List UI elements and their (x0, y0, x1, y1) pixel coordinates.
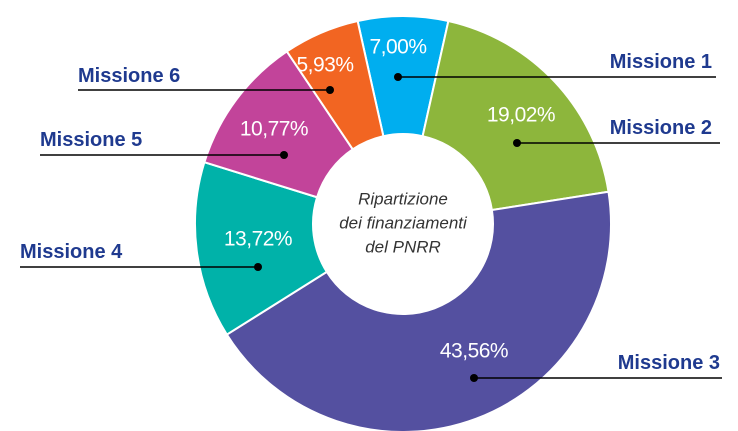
leader-dot (470, 374, 478, 382)
center-label: del PNRR (365, 237, 441, 256)
category-label: Missione 6 (78, 65, 180, 87)
value-label: 5,93% (296, 54, 353, 77)
center-label: dei finanziamenti (339, 213, 468, 232)
value-label: 10,77% (240, 118, 308, 141)
category-label: Missione 1 (610, 51, 712, 73)
donut-segment (285, 19, 385, 151)
leader-dot (280, 151, 288, 159)
donut-hole (313, 134, 493, 314)
value-label: 7,00% (369, 36, 426, 59)
value-label: 19,02% (487, 104, 555, 127)
category-label: Missione 3 (618, 352, 720, 374)
category-label: Missione 2 (610, 117, 712, 139)
leader-dot (254, 263, 262, 271)
leader-dot (513, 139, 521, 147)
value-label: 13,72% (224, 228, 292, 251)
leader-dot (326, 86, 334, 94)
center-label: Ripartizione (358, 189, 448, 208)
leader-dot (394, 73, 402, 81)
category-label: Missione 4 (20, 241, 123, 263)
category-label: Missione 5 (40, 129, 142, 151)
value-label: 43,56% (440, 340, 508, 363)
